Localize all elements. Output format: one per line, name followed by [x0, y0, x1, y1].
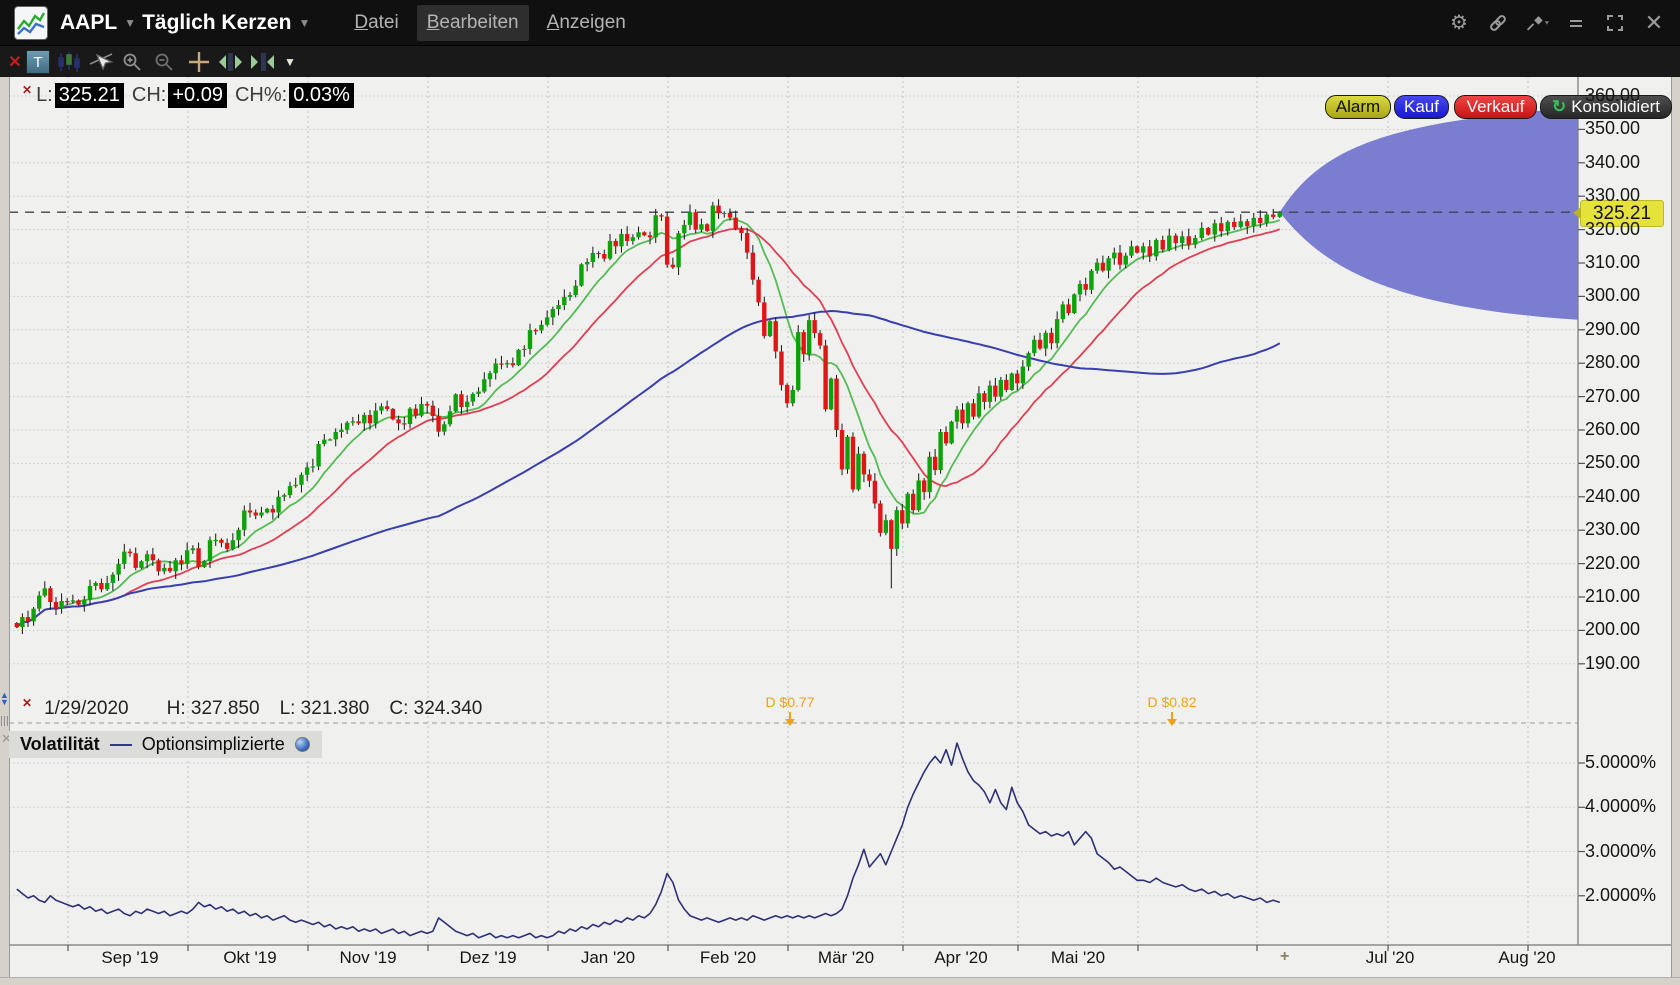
time-axis-label: Jan '20 [580, 948, 636, 967]
pan-right-icon[interactable] [248, 49, 276, 74]
cursor-plus-icon: + [1280, 948, 1290, 965]
menu-item-datei[interactable]: Datei [354, 11, 399, 33]
last-price-tag: 325.21 [1573, 200, 1664, 227]
zoom-in-icon[interactable] [120, 49, 144, 74]
time-axis-label: Aug '20 [1498, 948, 1556, 967]
candlestick-style-icon[interactable] [56, 49, 82, 74]
price-axis-label: 270.00 [1585, 385, 1641, 406]
close-icon[interactable]: ✕ [1644, 9, 1664, 35]
price-axis-label: 240.00 [1585, 485, 1641, 506]
time-axis-label: Dez '19 [459, 948, 517, 967]
time-axis-label: Mai '20 [1050, 948, 1106, 967]
crosshair-icon[interactable] [186, 49, 212, 74]
time-axis-label: Feb '20 [699, 948, 757, 967]
info-globe-icon[interactable] [294, 737, 310, 752]
volatility-axis-label: 2.0000% [1585, 884, 1657, 905]
change-pct-value: 0.03% [289, 83, 354, 108]
toolbar-dropdown-icon[interactable]: ▼ [284, 54, 296, 69]
price-axis-label: 300.00 [1585, 285, 1641, 306]
readout-low: L: 321.380 [279, 698, 370, 719]
window-frame-right [1671, 76, 1680, 985]
volatility-title: Volatilität [20, 734, 100, 754]
price-axis-label: 250.00 [1585, 452, 1641, 473]
gear-icon[interactable]: ⚙ [1450, 12, 1468, 34]
quote-header: ✕ L: 325.21 CH: +0.09 CH%: 0.03% [22, 83, 356, 108]
price-axis-label: 210.00 [1585, 586, 1641, 606]
volatility-axis-label: 4.0000% [1585, 796, 1657, 817]
refresh-icon: ↻ [1551, 97, 1567, 116]
remove-readout-icon[interactable]: ✕ [22, 696, 33, 710]
zoom-out-icon[interactable] [152, 49, 176, 74]
dividend-arrow-icon [1167, 712, 1177, 727]
volume-mini-icon [1, 716, 10, 726]
change-pct-label: CH%: [234, 84, 288, 106]
time-axis-label: Mär '20 [817, 948, 875, 967]
price-axis-label: 280.00 [1585, 352, 1641, 373]
menu-bar: Datei Bearbeiten Anzeigen [344, 4, 636, 41]
app-logo-icon [14, 5, 48, 40]
price-axis-label: 200.00 [1585, 619, 1641, 640]
window-frame-bottom [0, 977, 1680, 985]
window-frame-left [0, 76, 10, 985]
dividend-arrow-icon [785, 712, 795, 727]
sell-button[interactable]: Verkauf [1454, 95, 1537, 119]
readout-close: C: 324.340 [389, 698, 483, 719]
price-axis-label: 320.00 [1585, 218, 1641, 239]
alarm-button[interactable]: Alarm [1325, 95, 1391, 119]
price-axis-label: 230.00 [1585, 519, 1641, 540]
time-axis-label: Jul '20 [1365, 948, 1415, 967]
crosshair-readout: ✕ 1/29/2020 H: 327.850 L: 321.380 C: 324… [22, 696, 483, 720]
pin-icon[interactable] [1525, 11, 1549, 35]
minimize-icon[interactable] [1564, 11, 1588, 35]
time-axis-label: Okt '19 [223, 948, 277, 967]
readout-date: 1/29/2020 [44, 698, 129, 719]
title-bar: AAPL ▼ Täglich Kerzen ▼ Datei Bearbeiten A… [0, 0, 1680, 45]
price-axis-label: 190.00 [1585, 652, 1641, 673]
price-axis-label: 290.00 [1585, 318, 1641, 339]
remove-study-icon[interactable]: ✕ [8, 53, 22, 71]
menu-item-bearbeiten[interactable]: Bearbeiten [416, 4, 529, 41]
volatility-axis-label: 3.0000% [1585, 840, 1657, 861]
price-axis-label: 340.00 [1585, 151, 1641, 172]
volatility-close-icon[interactable]: ✕ [1, 731, 12, 746]
price-axis-label: 260.00 [1585, 419, 1641, 439]
price-tag-pointer [1573, 207, 1581, 219]
dividend-label: D $0.82 [1147, 694, 1197, 710]
series-color-swatch [109, 743, 132, 746]
remove-overlay-icon[interactable]: ✕ [22, 82, 33, 97]
maximize-icon[interactable] [1603, 11, 1627, 35]
text-tool-icon[interactable]: T [26, 50, 50, 74]
pan-left-icon[interactable] [216, 49, 244, 74]
period-dropdown-icon[interactable]: ▼ [298, 15, 311, 30]
time-axis-label: Nov '19 [339, 948, 397, 967]
consolidated-button[interactable]: ↻ Konsolidiert [1540, 95, 1672, 119]
last-value: 325.21 [54, 83, 124, 108]
chart-toolbar: ✕ T [0, 45, 1680, 119]
change-label: CH: [131, 84, 167, 106]
change-value: +0.09 [168, 83, 227, 108]
menu-item-anzeigen[interactable]: Anzeigen [546, 11, 626, 33]
price-axis-label: 220.00 [1585, 552, 1641, 573]
time-axis-label: Sep '19 [101, 948, 159, 967]
volatility-panel-header: Volatilität Optionsimplizierte [9, 731, 322, 758]
volatility-series-label: Optionsimplizierte [141, 734, 285, 754]
symbol-dropdown-icon[interactable]: ▼ [124, 15, 137, 30]
dividend-label: D $0.77 [765, 694, 815, 710]
buy-button[interactable]: Kauf [1394, 95, 1449, 119]
period-selector[interactable]: Täglich Kerzen [142, 10, 292, 34]
price-axis-label: 330.00 [1585, 185, 1641, 206]
price-axis-label: 350.00 [1585, 118, 1641, 139]
link-icon[interactable] [1486, 11, 1510, 35]
readout-high: H: 327.850 [166, 698, 260, 719]
price-axis-label: 310.00 [1585, 252, 1641, 272]
time-axis-label: Apr '20 [934, 948, 988, 967]
last-label: L: [36, 84, 53, 106]
volatility-axis-label: 5.0000% [1585, 752, 1657, 772]
pointer-tool-icon[interactable] [88, 49, 114, 74]
panel-splitter-icon[interactable]: ▲ ▼ [0, 690, 9, 707]
symbol-selector[interactable]: AAPL [60, 10, 118, 34]
price-axis-label: 360.00 [1585, 85, 1641, 105]
